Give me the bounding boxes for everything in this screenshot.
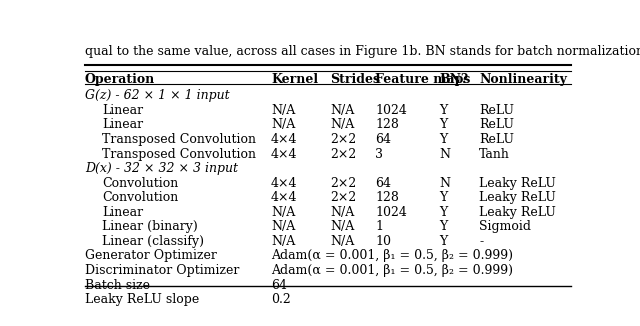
Text: 1024: 1024 <box>375 206 407 219</box>
Text: Linear (classify): Linear (classify) <box>102 235 204 248</box>
Text: N: N <box>440 148 451 161</box>
Text: 64: 64 <box>375 177 391 190</box>
Text: 2×2: 2×2 <box>330 191 356 204</box>
Text: 128: 128 <box>375 118 399 131</box>
Text: D(x) - 32 × 32 × 3 input: D(x) - 32 × 32 × 3 input <box>85 162 238 175</box>
Text: 2×2: 2×2 <box>330 177 356 190</box>
Text: 4×4: 4×4 <box>271 177 298 190</box>
Text: qual to the same value, across all cases in Figure 1b. BN stands for batch norma: qual to the same value, across all cases… <box>85 45 640 58</box>
Text: Discriminator Optimizer: Discriminator Optimizer <box>85 264 239 277</box>
Text: 4×4: 4×4 <box>271 191 298 204</box>
Text: Y: Y <box>440 206 448 219</box>
Text: 1: 1 <box>375 220 383 233</box>
Text: N/A: N/A <box>330 235 355 248</box>
Text: Y: Y <box>440 104 448 117</box>
Text: Convolution: Convolution <box>102 177 179 190</box>
Text: 4×4: 4×4 <box>271 148 298 161</box>
Text: N: N <box>440 177 451 190</box>
Text: Linear: Linear <box>102 206 143 219</box>
Text: Y: Y <box>440 118 448 131</box>
Text: Linear (binary): Linear (binary) <box>102 220 198 233</box>
Text: Y: Y <box>440 191 448 204</box>
Text: 4×4: 4×4 <box>271 133 298 146</box>
Text: BN?: BN? <box>440 73 468 86</box>
Text: Leaky ReLU: Leaky ReLU <box>479 206 556 219</box>
Text: -: - <box>479 235 483 248</box>
Text: Linear: Linear <box>102 104 143 117</box>
Text: 2×2: 2×2 <box>330 148 356 161</box>
Text: Leaky ReLU slope: Leaky ReLU slope <box>85 293 199 306</box>
Text: Kernel: Kernel <box>271 73 318 86</box>
Text: Y: Y <box>440 133 448 146</box>
Text: Tanh: Tanh <box>479 148 510 161</box>
Text: Y: Y <box>440 220 448 233</box>
Text: Nonlinearity: Nonlinearity <box>479 73 567 86</box>
Text: 128: 128 <box>375 191 399 204</box>
Text: Convolution: Convolution <box>102 191 179 204</box>
Text: N/A: N/A <box>271 235 295 248</box>
Text: Linear: Linear <box>102 118 143 131</box>
Text: Feature maps: Feature maps <box>375 73 470 86</box>
Text: 64: 64 <box>271 279 287 291</box>
Text: 2×2: 2×2 <box>330 133 356 146</box>
Text: 3: 3 <box>375 148 383 161</box>
Text: ReLU: ReLU <box>479 118 515 131</box>
Text: Transposed Convolution: Transposed Convolution <box>102 133 256 146</box>
Text: Y: Y <box>440 235 448 248</box>
Text: 64: 64 <box>375 133 391 146</box>
Text: N/A: N/A <box>330 220 355 233</box>
Text: Operation: Operation <box>85 73 156 86</box>
Text: Batch size: Batch size <box>85 279 150 291</box>
Text: Leaky ReLU: Leaky ReLU <box>479 177 556 190</box>
Text: G(z) - 62 × 1 × 1 input: G(z) - 62 × 1 × 1 input <box>85 89 230 102</box>
Text: N/A: N/A <box>271 118 295 131</box>
Text: N/A: N/A <box>330 104 355 117</box>
Text: Adam(α = 0.001, β₁ = 0.5, β₂ = 0.999): Adam(α = 0.001, β₁ = 0.5, β₂ = 0.999) <box>271 264 513 277</box>
Text: Strides: Strides <box>330 73 380 86</box>
Text: 0.2: 0.2 <box>271 293 291 306</box>
Text: Sigmoid: Sigmoid <box>479 220 531 233</box>
Text: N/A: N/A <box>271 220 295 233</box>
Text: ReLU: ReLU <box>479 104 515 117</box>
Text: N/A: N/A <box>271 206 295 219</box>
Text: 1024: 1024 <box>375 104 407 117</box>
Text: 10: 10 <box>375 235 391 248</box>
Text: N/A: N/A <box>330 206 355 219</box>
Text: ReLU: ReLU <box>479 133 515 146</box>
Text: N/A: N/A <box>330 118 355 131</box>
Text: Transposed Convolution: Transposed Convolution <box>102 148 256 161</box>
Text: Adam(α = 0.001, β₁ = 0.5, β₂ = 0.999): Adam(α = 0.001, β₁ = 0.5, β₂ = 0.999) <box>271 249 513 262</box>
Text: N/A: N/A <box>271 104 295 117</box>
Text: Generator Optimizer: Generator Optimizer <box>85 249 217 262</box>
Text: Leaky ReLU: Leaky ReLU <box>479 191 556 204</box>
